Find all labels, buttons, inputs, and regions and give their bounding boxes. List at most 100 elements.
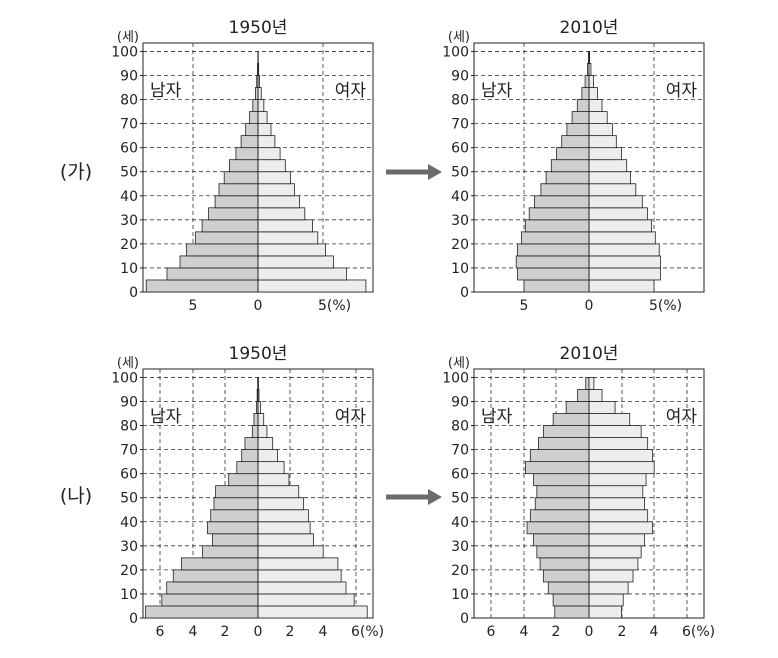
y-tick-label-20: 20 [451, 563, 469, 579]
bar-male-15-19 [172, 569, 259, 583]
x-tick-center: 0 [254, 298, 263, 314]
row-label-ga: (가) [60, 161, 92, 183]
bar-female-80-84 [588, 87, 598, 100]
bar-female-70-74 [257, 437, 274, 450]
x-tick-left-0: 5 [520, 298, 529, 314]
bar-male-60-64 [236, 461, 259, 475]
bar-female-20-24 [588, 231, 656, 245]
bar-female-10-14 [588, 581, 629, 595]
bar-male-55-59 [228, 473, 259, 487]
bar-female-80-84 [257, 413, 265, 426]
bar-female-15-19 [588, 243, 660, 257]
bar-male-70-74 [538, 437, 590, 450]
y-tick-label-0: 0 [129, 611, 138, 627]
bar-male-35-39 [207, 521, 259, 535]
x-tick-center: 0 [254, 624, 263, 640]
female-label: 여자 [335, 81, 367, 101]
bar-male-75-79 [251, 425, 259, 438]
y-tick-label-80: 80 [451, 419, 469, 435]
female-label: 여자 [666, 407, 698, 427]
bar-female-65-69 [257, 123, 272, 137]
y-tick-label-50: 50 [120, 165, 138, 181]
y-axis-unit: (세) [448, 356, 470, 371]
bar-female-40-44 [257, 509, 309, 523]
bar-female-25-29 [588, 219, 652, 233]
bar-male-0-4 [523, 279, 590, 293]
bar-male-25-29 [536, 545, 590, 559]
bar-female-0-4 [588, 605, 622, 619]
bar-female-50-54 [588, 159, 628, 173]
bar-female-80-84 [588, 413, 631, 426]
bar-female-55-59 [588, 473, 647, 487]
bar-male-45-49 [213, 497, 259, 511]
bar-male-20-24 [521, 231, 590, 245]
y-tick-label-60: 60 [120, 141, 138, 157]
y-tick-label-90: 90 [451, 394, 469, 410]
x-tick-center: 0 [585, 624, 594, 640]
y-axis-unit: (세) [117, 30, 139, 45]
x-tick-left-1: 4 [520, 624, 529, 640]
arrow-ga [386, 164, 442, 180]
x-tick-left-1: 4 [189, 624, 198, 640]
bar-female-65-69 [257, 449, 278, 463]
bar-female-40-44 [257, 183, 295, 197]
bar-male-5-9 [166, 267, 259, 281]
y-tick-label-80: 80 [451, 93, 469, 109]
bar-female-60-64 [257, 461, 285, 475]
bar-female-25-29 [257, 219, 313, 233]
bar-male-30-34 [528, 207, 590, 221]
bar-female-35-39 [588, 195, 643, 209]
x-tick-left-0: 5 [189, 298, 198, 314]
y-tick-label-30: 30 [120, 213, 138, 229]
bar-male-50-54 [228, 159, 259, 173]
bar-female-55-59 [257, 473, 290, 487]
chart-title: 1950년 [229, 344, 288, 364]
bar-female-35-39 [588, 521, 653, 535]
bar-female-65-69 [588, 123, 613, 137]
bar-female-5-9 [257, 593, 355, 607]
bar-male-80-84 [581, 87, 590, 100]
y-tick-label-10: 10 [120, 261, 138, 277]
bar-male-20-24 [180, 557, 259, 571]
bar-female-30-34 [257, 533, 314, 547]
bar-male-5-9 [161, 593, 259, 607]
y-tick-label-30: 30 [451, 539, 469, 555]
bar-male-15-19 [542, 569, 590, 583]
x-tick-right-2: 6(%) [682, 624, 715, 640]
y-tick-label-40: 40 [451, 189, 469, 205]
x-tick-right-0: 2 [618, 624, 627, 640]
arrow-ga-head [428, 164, 442, 180]
bar-female-45-49 [257, 497, 305, 511]
bar-male-90-94 [577, 389, 590, 402]
bar-male-15-19 [186, 243, 259, 257]
bar-male-95-99 [585, 377, 590, 390]
bar-male-0-4 [145, 279, 259, 293]
bar-male-5-9 [552, 593, 590, 607]
bar-male-45-49 [534, 497, 590, 511]
y-tick-label-40: 40 [120, 189, 138, 205]
bar-male-50-54 [536, 485, 590, 499]
bar-female-20-24 [257, 231, 319, 245]
bar-male-70-74 [249, 111, 259, 124]
y-tick-label-70: 70 [120, 443, 138, 459]
bar-female-75-79 [257, 425, 268, 438]
bar-female-15-19 [588, 569, 634, 583]
bar-female-15-19 [257, 243, 326, 257]
bar-female-10-14 [588, 255, 661, 269]
bar-female-75-79 [257, 99, 265, 112]
y-tick-label-20: 20 [120, 237, 138, 253]
bar-male-65-69 [529, 449, 590, 463]
y-tick-label-50: 50 [451, 165, 469, 181]
y-tick-label-100: 100 [442, 370, 469, 386]
arrow-na-head [428, 489, 442, 505]
bar-male-30-34 [208, 207, 259, 221]
bar-female-25-29 [257, 545, 324, 559]
y-tick-label-70: 70 [120, 117, 138, 133]
male-label: 남자 [481, 81, 513, 101]
bar-male-85-89 [584, 75, 590, 88]
bar-male-25-29 [202, 545, 259, 559]
bar-female-30-34 [588, 207, 648, 221]
bar-female-30-34 [257, 207, 306, 221]
